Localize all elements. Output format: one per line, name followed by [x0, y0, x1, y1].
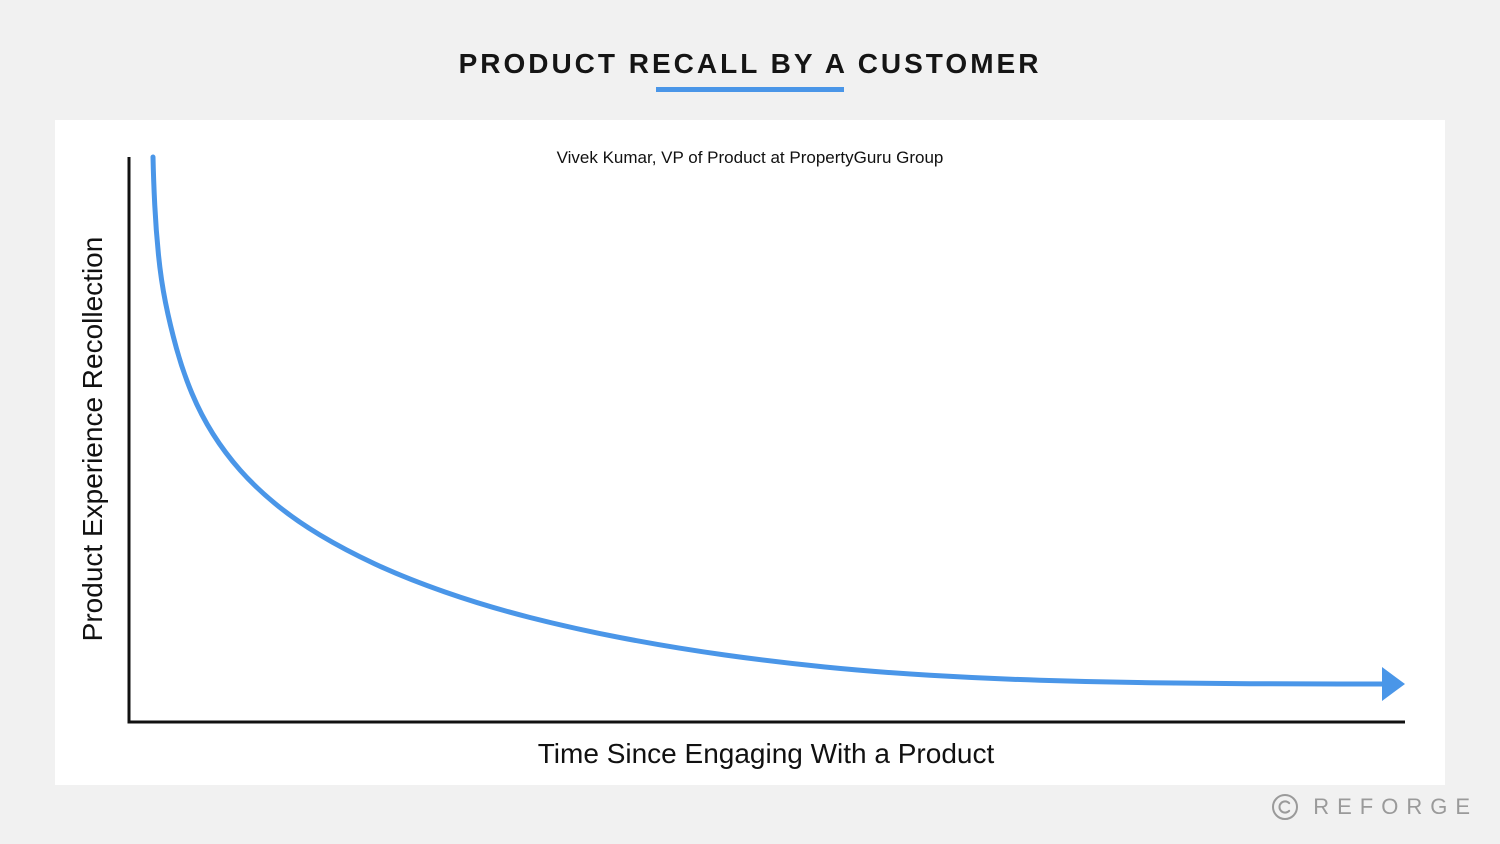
- recall-curve-chart: Vivek Kumar, VP of Product at PropertyGu…: [77, 148, 1405, 769]
- x-axis-label: Time Since Engaging With a Product: [538, 738, 995, 769]
- title-underline: [656, 87, 844, 92]
- chart-subtitle: Vivek Kumar, VP of Product at PropertyGu…: [557, 148, 944, 167]
- recall-curve: [150, 154, 1388, 687]
- y-axis-label: Product Experience Recollection: [77, 237, 108, 642]
- brand-logo: REFORGE: [1271, 792, 1478, 822]
- copyright-icon: [1272, 794, 1299, 820]
- arrow-right-icon: [1382, 667, 1405, 701]
- chart-card: Vivek Kumar, VP of Product at PropertyGu…: [55, 120, 1445, 785]
- page-title: PRODUCT RECALL BY A CUSTOMER: [458, 48, 1042, 79]
- brand-name: REFORGE: [1313, 794, 1478, 819]
